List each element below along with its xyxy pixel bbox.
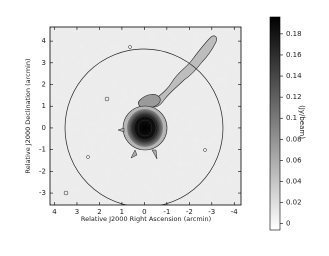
y-tick-label: 0 (42, 124, 46, 132)
x-tick-label: 2 (97, 208, 101, 216)
colorbar-tick-label: 0.02 (286, 199, 302, 207)
colorbar-tick-label: 0.1 (286, 114, 297, 122)
colorbar-tick-label: 0.12 (286, 93, 302, 101)
x-tick-label: -1 (163, 208, 170, 216)
colorbar-tick-label: 0 (286, 220, 290, 228)
primary-beam-circle (64, 48, 224, 205)
blob (128, 45, 132, 49)
colorbar (269, 16, 281, 231)
x-tick-label: 3 (75, 208, 79, 216)
colorbar-label: (Jy/beam) (298, 105, 306, 139)
x-tick-label: 4 (52, 208, 57, 216)
x-tick-label: 0 (142, 208, 146, 216)
x-tick-label: -2 (186, 208, 193, 216)
y-tick-label: -3 (39, 189, 46, 197)
y-tick-label: 3 (42, 59, 46, 67)
spur (117, 127, 158, 160)
x-tick-label: -3 (208, 208, 215, 216)
blob (86, 155, 90, 159)
colorbar-tick-label: 0.18 (286, 30, 302, 38)
core (127, 109, 163, 147)
x-tick-label: -4 (231, 208, 239, 216)
blob (63, 190, 69, 196)
blob (203, 148, 207, 152)
y-tick-label: 1 (42, 102, 46, 110)
colorbar-tick-label: 0.04 (286, 177, 302, 185)
x-tick-label: 1 (120, 208, 124, 216)
y-tick-label: 4 (42, 37, 47, 45)
contour (137, 119, 153, 137)
contour (133, 115, 157, 141)
plume (149, 35, 217, 108)
colorbar-tick-label: 0.08 (286, 135, 302, 143)
colorbar-tick-label: 0.06 (286, 156, 302, 164)
y-tick-label: 2 (42, 81, 46, 89)
image (50, 27, 241, 205)
y-axis-title: Relative J2000 Declination (arcmin) (24, 58, 32, 173)
y-tick-label: -2 (39, 167, 46, 175)
colorbar-tick-label: 0.14 (286, 72, 302, 80)
knot (138, 94, 161, 109)
contour (129, 111, 161, 145)
x-axis-title: Relative J2000 Right Ascension (arcmin) (81, 215, 211, 223)
colorbar-tick-label: 0.16 (286, 51, 302, 59)
y-tick-label: -1 (39, 146, 46, 154)
blob (104, 96, 110, 102)
plot-frame (49, 26, 242, 206)
